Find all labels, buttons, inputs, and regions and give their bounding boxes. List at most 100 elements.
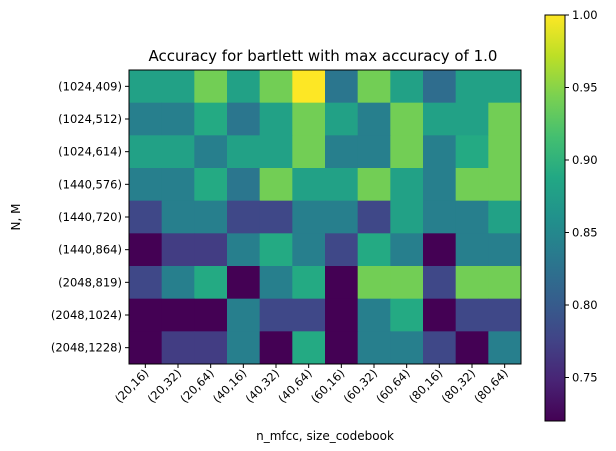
heatmap-cell <box>227 200 261 234</box>
x-tick-label: (40,32) <box>243 366 283 406</box>
heatmap-cell <box>488 200 522 234</box>
heatmap-cell <box>161 298 195 332</box>
colorbar-tick-label: 0.90 <box>572 153 598 167</box>
heatmap-cell <box>161 135 195 169</box>
heatmap-cell <box>423 233 457 267</box>
heatmap-cell <box>194 233 228 267</box>
heatmap-cell <box>357 266 391 300</box>
heatmap-cell <box>357 70 391 104</box>
x-tick-label: (60,32) <box>341 366 381 406</box>
colorbar <box>544 14 566 422</box>
heatmap-cell <box>325 266 359 300</box>
heatmap-cell <box>357 233 391 267</box>
heatmap-cell <box>129 266 163 300</box>
heatmap-cell <box>455 298 489 332</box>
heatmap-cell <box>292 298 326 332</box>
y-tick-label: (1440,864) <box>58 243 122 257</box>
y-tick-label: (2048,819) <box>58 275 122 289</box>
heatmap-cell <box>325 70 359 104</box>
heatmap-cell <box>194 331 228 365</box>
heatmap-cell <box>455 200 489 234</box>
heatmap-cell <box>129 200 163 234</box>
heatmap-cell <box>488 135 522 169</box>
x-tick-label: (40,64) <box>275 366 315 406</box>
heatmap-cell <box>455 233 489 267</box>
heatmap-cell <box>455 331 489 365</box>
heatmap-cell <box>357 168 391 202</box>
heatmap-cell <box>357 102 391 136</box>
heatmap-cell <box>292 168 326 202</box>
heatmap-cell <box>227 266 261 300</box>
heatmap-cell <box>129 102 163 136</box>
heatmap-cell <box>423 70 457 104</box>
heatmap-cell <box>390 298 424 332</box>
x-axis-label: n_mfcc, size_codebook <box>256 429 394 443</box>
x-tick-label: (40,16) <box>210 366 250 406</box>
heatmap-cell <box>129 298 163 332</box>
x-tick-label: (20,16) <box>112 366 152 406</box>
heatmap-cell <box>227 331 261 365</box>
heatmap-cell <box>259 298 293 332</box>
heatmap-cell <box>259 331 293 365</box>
colorbar-ticks: 0.75 0.80 0.85 0.90 0.95 1.00 <box>565 8 598 385</box>
heatmap-cell <box>423 266 457 300</box>
heatmap-cell <box>227 168 261 202</box>
heatmap-cell <box>129 168 163 202</box>
heatmap-cell <box>259 168 293 202</box>
heatmap-cell <box>194 200 228 234</box>
heatmap-cell <box>455 168 489 202</box>
heatmap-cell <box>488 331 522 365</box>
heatmap-cell <box>423 102 457 136</box>
heatmap-cell <box>161 233 195 267</box>
heatmap-cell <box>129 331 163 365</box>
heatmap-cell <box>259 102 293 136</box>
heatmap-cell <box>325 200 359 234</box>
heatmap-cell <box>390 135 424 169</box>
y-tick-label: (1440,720) <box>58 210 122 224</box>
colorbar-tick-label: 0.85 <box>572 226 598 240</box>
heatmap-cell <box>292 266 326 300</box>
heatmap-cell <box>488 233 522 267</box>
heatmap-cell <box>194 70 228 104</box>
heatmap-cells <box>129 70 522 365</box>
x-axis: (20,16)(20,32)(20,64)(40,16)(40,32)(40,6… <box>112 364 511 406</box>
heatmap-cell <box>390 233 424 267</box>
heatmap-cell <box>194 266 228 300</box>
heatmap-cell <box>325 135 359 169</box>
heatmap-cell <box>194 168 228 202</box>
heatmap-cell <box>194 102 228 136</box>
heatmap-cell <box>292 135 326 169</box>
heatmap-cell <box>325 168 359 202</box>
x-tick-label: (80,32) <box>439 366 479 406</box>
heatmap-cell <box>325 233 359 267</box>
heatmap-cell <box>227 102 261 136</box>
heatmap-cell <box>259 200 293 234</box>
heatmap-cell <box>161 168 195 202</box>
y-axis-label: N, M <box>9 204 23 231</box>
heatmap-cell <box>455 102 489 136</box>
heatmap-cell <box>325 102 359 136</box>
heatmap-cell <box>390 331 424 365</box>
heatmap-cell <box>292 200 326 234</box>
y-tick-label: (2048,1228) <box>51 341 122 355</box>
colorbar-tick-label: 0.75 <box>572 371 598 385</box>
heatmap-cell <box>161 70 195 104</box>
heatmap-cell <box>325 298 359 332</box>
heatmap-cell <box>390 200 424 234</box>
heatmap-cell <box>292 331 326 365</box>
y-axis: (1024,409) (1024,512) (1024,614) (1440,576)… <box>51 79 129 355</box>
heatmap-cell <box>227 233 261 267</box>
heatmap-cell <box>423 135 457 169</box>
heatmap-cell <box>194 298 228 332</box>
heatmap-cell <box>423 168 457 202</box>
heatmap-cell <box>423 200 457 234</box>
y-tick-label: (1024,614) <box>58 145 122 159</box>
heatmap-cell <box>292 233 326 267</box>
heatmap-cell <box>488 298 522 332</box>
heatmap-cell <box>227 135 261 169</box>
x-tick-label: (20,64) <box>177 366 217 406</box>
heatmap-cell <box>161 200 195 234</box>
colorbar-tick-label: 0.95 <box>572 81 598 95</box>
colorbar-tick-label: 1.00 <box>572 8 598 22</box>
